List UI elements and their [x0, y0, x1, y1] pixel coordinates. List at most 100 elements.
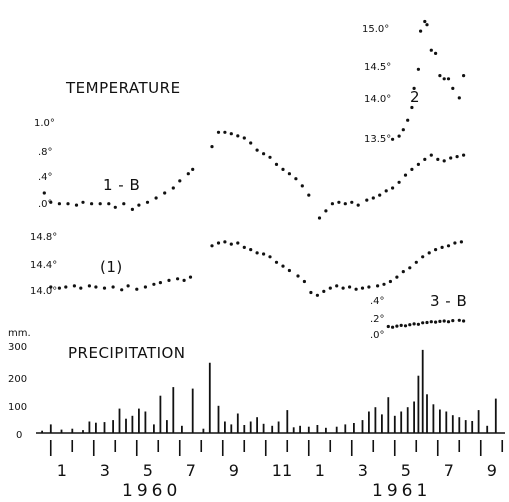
temp-point-3-B: [408, 323, 412, 327]
temp-point-(1): [408, 266, 412, 270]
temp-point-2: [429, 48, 433, 52]
temp-point-3-B: [386, 324, 390, 329]
temp-point-(1): [72, 284, 76, 288]
temp-point-1-B: [324, 209, 328, 213]
temp-point-1-B: [350, 200, 354, 204]
temp-point-(1): [111, 285, 115, 289]
temp-point-1-B: [378, 193, 382, 197]
ytick-1b-1-0: 1.0°: [34, 118, 55, 129]
temp-point-(1): [360, 286, 365, 290]
series-3b-label: 3 - B: [430, 292, 467, 310]
temp-point-1-B: [429, 153, 433, 157]
temp-point-1-B: [210, 145, 214, 149]
ytick-300: 300: [8, 342, 27, 353]
temp-point-(1): [223, 240, 227, 244]
temp-point-(1): [315, 293, 319, 297]
temp-point-3-B: [391, 325, 395, 329]
temp-point-(1): [427, 251, 431, 255]
year-1960-label: 1960: [122, 481, 181, 501]
temp-point-1-B: [384, 189, 388, 193]
temp-point-(1): [401, 270, 405, 274]
ytick-100: 100: [8, 402, 27, 413]
temp-point-(1): [388, 279, 392, 284]
temp-point-(1): [143, 285, 147, 289]
ytick-0: 0: [16, 430, 22, 441]
precipitation-panel: PRECIPITATION mm. 300 200 100 0 1 3 5 7 9 11 1…: [8, 328, 505, 501]
month-tick-label: 9: [229, 461, 239, 480]
temp-point-1-B: [122, 202, 126, 206]
temp-point-1-B: [49, 200, 53, 204]
temp-point-(1): [459, 240, 463, 244]
temp-point-2: [410, 105, 414, 110]
temp-point-(1): [421, 255, 425, 259]
temp-point-1-B: [191, 167, 195, 171]
temp-point-3-B: [457, 318, 461, 322]
temp-point-(1): [414, 260, 418, 264]
ytick-3b-0-0: .0°: [370, 330, 385, 341]
temp-point-(1): [255, 251, 259, 255]
temp-point-(1): [440, 245, 444, 249]
month-tick-label: 7: [186, 461, 196, 480]
temp-point-1-B: [397, 180, 401, 184]
temp-point-1-B: [216, 130, 221, 134]
temp-point-3-B: [416, 322, 420, 326]
temp-point-(1): [281, 264, 285, 268]
temp-point-1-B: [343, 202, 347, 206]
temp-point-3-B: [421, 321, 425, 325]
temp-point-(1): [434, 248, 438, 252]
temp-point-3-B: [412, 322, 416, 326]
temp-point-1-B: [57, 202, 62, 206]
temp-point-(1): [210, 244, 214, 248]
temp-point-1-B: [403, 173, 408, 177]
ytick-1-14-4: 14.4°: [30, 260, 57, 271]
temp-point-1-B: [281, 167, 285, 171]
temp-point-(1): [87, 284, 91, 288]
temp-point-1-B: [268, 155, 272, 159]
temp-point-(1): [57, 286, 62, 290]
temp-point-2: [412, 86, 416, 90]
month-tick-label: 5: [143, 461, 153, 480]
temp-point-1-B: [274, 162, 279, 166]
temp-point-(1): [453, 241, 457, 245]
temp-point-(1): [188, 275, 193, 279]
temp-point-2: [457, 96, 461, 100]
temp-point-1-B: [455, 155, 459, 159]
ytick-3b-0-4: .4°: [370, 296, 385, 307]
temp-point-(1): [348, 285, 352, 289]
temp-point-2: [446, 77, 451, 81]
temp-point-3-B: [434, 320, 438, 324]
temp-point-1-B: [416, 162, 420, 166]
temp-point-1-B: [371, 196, 375, 200]
temp-point-(1): [102, 286, 107, 290]
temp-point-2: [425, 23, 429, 27]
month-tick-label: 5: [401, 461, 411, 480]
temp-point-1-B: [42, 191, 46, 195]
temp-point-1-B: [66, 202, 70, 206]
month-tick-label: 3: [358, 461, 368, 480]
temp-point-(1): [94, 285, 98, 289]
temp-point-2: [419, 29, 423, 33]
temp-point-1-B: [365, 198, 369, 202]
temp-point-1-B: [255, 148, 259, 152]
temperature-points: [42, 19, 466, 329]
temp-point-1-B: [113, 205, 117, 209]
temp-point-1-B: [294, 177, 298, 181]
temp-point-1-B: [449, 156, 453, 160]
precipitation-title: PRECIPITATION: [68, 344, 186, 362]
temp-point-2: [451, 86, 455, 90]
y-unit-label: mm.: [8, 328, 31, 339]
temp-point-(1): [229, 242, 233, 246]
ytick-2-13-5: 13.5°: [364, 134, 391, 145]
temp-point-1-B: [410, 167, 414, 171]
temp-point-1-B: [236, 134, 240, 138]
ytick-1b-0-4: .4°: [38, 172, 53, 183]
temperature-title: TEMPERATURE: [65, 79, 181, 97]
temp-point-1-B: [107, 202, 111, 206]
temp-point-2: [406, 118, 410, 122]
temp-point-3-B: [451, 319, 455, 323]
temp-point-1-B: [337, 200, 341, 204]
temp-point-1-B: [242, 136, 246, 140]
temp-point-2: [442, 77, 446, 81]
temp-point-3-B: [399, 323, 403, 327]
temp-point-1-B: [287, 172, 291, 176]
